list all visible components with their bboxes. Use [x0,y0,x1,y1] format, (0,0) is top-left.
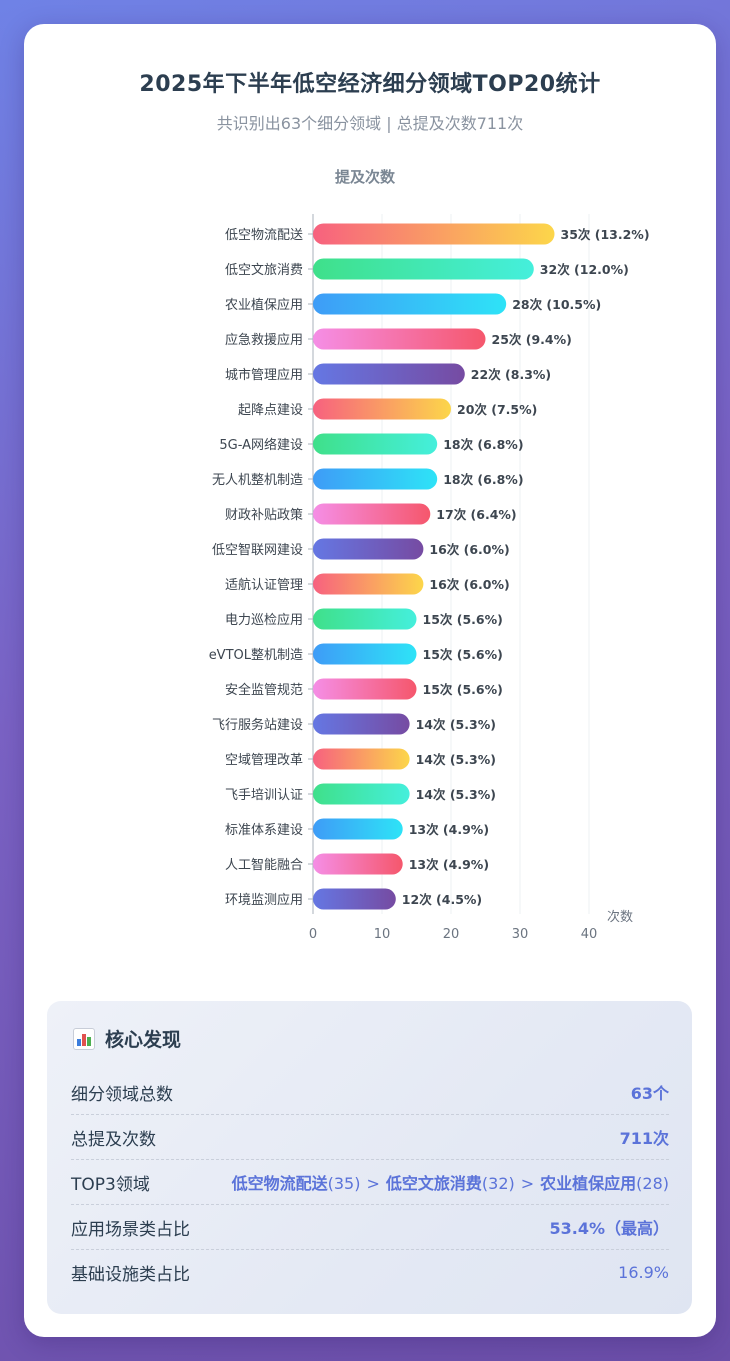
category-label: 飞行服务站建设 [212,717,303,733]
category-label: 环境监测应用 [225,892,303,908]
category-label: 城市管理应用 [225,367,303,383]
category-label: 低空文旅消费 [225,263,303,278]
bar [313,573,424,595]
x-tick-label: 0 [309,927,317,942]
category-label: 人工智能融合 [225,858,303,873]
category-label: 低空物流配送 [225,228,303,243]
category-label: 空域管理改革 [225,753,303,768]
data-label: 16次 (6.0%) [429,542,509,557]
x-tick-label: 30 [512,927,529,942]
data-label: 13次 (4.9%) [409,822,489,837]
bar [313,853,403,875]
finding-label: TOP3领域 [71,1174,150,1195]
bar [313,258,534,280]
bar [313,608,417,630]
top3-item-name: 低空物流配送 [231,1174,328,1193]
category-label: 电力巡检应用 [225,612,303,628]
data-label: 15次 (5.6%) [423,647,503,662]
finding-row-top3: TOP3领域 低空物流配送(35) > 低空文旅消费(32) > 农业植保应用(28) [71,1160,669,1205]
finding-value: 53.4%（最高） [549,1219,669,1238]
bar [313,223,555,245]
finding-value: 16.9% [618,1262,669,1282]
data-label: 22次 (8.3%) [471,367,551,382]
bar [313,783,410,805]
data-label: 35次 (13.2%) [561,227,650,242]
top3-item-count: (28) [636,1174,669,1193]
page-subtitle: 共识别出63个细分领域 | 总提及次数711次 [216,114,524,133]
chart-title: 提及次数 [335,168,396,186]
finding-value: 63个 [630,1084,669,1103]
bar [313,503,431,525]
data-label: 13次 (4.9%) [409,857,489,872]
page-title: 2025年下半年低空经济细分领域TOP20统计 [139,72,601,97]
top3-item-count: (35) [327,1174,361,1193]
bar [313,293,507,315]
category-label: 起降点建设 [238,403,303,418]
finding-row-total-fields: 细分领域总数 63个 [71,1070,669,1115]
bar [313,538,424,560]
category-label: 安全监管规范 [225,682,303,698]
data-label: 15次 (5.6%) [423,682,503,697]
category-label: 飞手培训认证 [225,787,303,803]
data-label: 14次 (5.3%) [416,752,496,767]
data-label: 25次 (9.4%) [492,332,572,347]
finding-row-application-share: 应用场景类占比 53.4%（最高） [71,1205,669,1250]
category-label: 应急救援应用 [225,332,303,348]
report-card: 2025年下半年低空经济细分领域TOP20统计 共识别出63个细分领域 | 总提… [24,24,716,1337]
category-label: 标准体系建设 [225,823,303,838]
bar [313,678,417,700]
data-label: 15次 (5.6%) [423,612,503,627]
findings-title: 核心发现 [73,1025,181,1052]
category-label: eVTOL整机制造 [209,648,303,663]
data-label: 20次 (7.5%) [457,402,537,417]
top3-item-name: 低空文旅消费 [385,1174,482,1193]
category-label: 5G-A网络建设 [219,437,303,453]
x-axis-label: 次数 [607,909,633,925]
finding-label: 总提及次数 [71,1129,156,1150]
category-label: 适航认证管理 [225,577,303,593]
data-label: 18次 (6.8%) [443,472,523,487]
x-tick-label: 20 [443,927,460,942]
data-label: 17次 (6.4%) [436,507,516,522]
findings-panel: 核心发现 细分领域总数 63个 总提及次数 711次 TOP3领域 低空物流配送… [47,1001,692,1314]
bar [313,643,417,665]
bar [313,748,410,770]
finding-row-infrastructure-share: 基础设施类占比 16.9% [71,1250,669,1294]
bar [313,363,465,385]
bar [313,818,403,840]
category-label: 低空智联网建设 [212,543,303,558]
top3-item-name: 农业植保应用 [540,1174,637,1193]
data-label: 32次 (12.0%) [540,262,629,277]
bar [313,888,396,910]
bar-chart-icon [73,1027,95,1050]
category-label: 农业植保应用 [225,297,303,313]
category-label: 无人机整机制造 [212,473,303,488]
bar [313,398,451,420]
bar [313,468,438,490]
top3-separator: > [520,1174,535,1193]
x-tick-label: 10 [374,927,391,942]
data-label: 18次 (6.8%) [443,437,523,452]
x-tick-label: 40 [581,927,598,942]
data-label: 16次 (6.0%) [429,577,509,592]
data-label: 28次 (10.5%) [512,297,601,312]
bar [313,713,410,735]
top3-item-count: (32) [481,1174,515,1193]
category-label: 财政补贴政策 [225,507,303,523]
top3-list: 低空物流配送(35) > 低空文旅消费(32) > 农业植保应用(28) [232,1170,669,1194]
data-label: 14次 (5.3%) [416,717,496,732]
data-label: 14次 (5.3%) [416,787,496,802]
top3-separator: > [366,1174,380,1193]
finding-label: 应用场景类占比 [71,1219,190,1240]
data-label: 12次 (4.5%) [402,892,482,907]
finding-value: 711次 [619,1129,669,1148]
finding-row-total-mentions: 总提及次数 711次 [71,1115,669,1160]
finding-label: 基础设施类占比 [71,1264,190,1285]
finding-label: 细分领域总数 [71,1084,173,1105]
bar [313,433,438,455]
bar [313,328,486,350]
